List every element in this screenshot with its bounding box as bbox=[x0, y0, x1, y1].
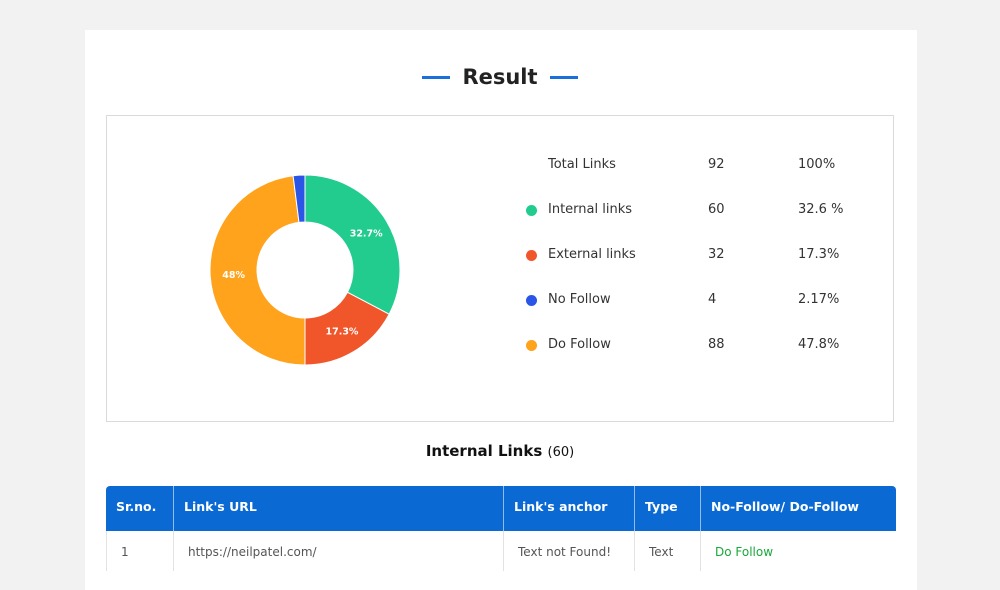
section-title-text: Internal Links bbox=[425, 442, 543, 460]
internal-links-title: Internal Links (60) bbox=[0, 442, 1000, 460]
cell-anchor: Text not Found! bbox=[503, 531, 634, 571]
stats-count: 92 bbox=[708, 157, 725, 172]
stats-count: 4 bbox=[708, 292, 717, 307]
donut-data-label: 48% bbox=[222, 270, 245, 281]
cell-type: Text bbox=[634, 531, 700, 571]
heading-dash-right bbox=[549, 75, 578, 79]
stats-percent: 32.6 % bbox=[798, 202, 844, 217]
column-header-url[interactable]: Link's URL bbox=[173, 486, 503, 531]
stats-count: 88 bbox=[708, 337, 725, 352]
stats-percent: 100% bbox=[798, 157, 836, 172]
column-header-type[interactable]: Type bbox=[634, 486, 700, 531]
donut-slice-internal-links bbox=[304, 175, 400, 315]
cell-srno: 1 bbox=[106, 531, 173, 571]
stats-percent: 2.17% bbox=[798, 292, 840, 307]
legend-dot-icon bbox=[526, 250, 537, 261]
cell-follow: Do Follow bbox=[700, 531, 896, 571]
stats-label: Total Links bbox=[548, 157, 616, 172]
table-header: Sr.no. Link's URL Link's anchor text Typ… bbox=[106, 486, 896, 555]
cell-url[interactable]: https://neilpatel.com/ bbox=[173, 531, 503, 571]
legend-dot-icon bbox=[526, 295, 537, 306]
stats-count: 32 bbox=[708, 247, 725, 262]
table-row: 1 https://neilpatel.com/ Text not Found!… bbox=[106, 531, 896, 571]
legend-dot-icon bbox=[526, 340, 537, 351]
column-header-follow[interactable]: No-Follow/ Do-Follow bbox=[700, 486, 896, 531]
stats-label: Internal links bbox=[548, 202, 632, 217]
column-header-srno[interactable]: Sr.no. bbox=[116, 499, 157, 514]
internal-links-table: Sr.no. Link's URL Link's anchor text Typ… bbox=[106, 486, 896, 571]
stats-row-external: External links 32 17.3% bbox=[520, 245, 880, 265]
stats-count: 60 bbox=[708, 202, 725, 217]
stats-row-internal: Internal links 60 32.6 % bbox=[520, 200, 880, 220]
donut-data-label: 17.3% bbox=[325, 327, 358, 338]
result-heading: Result bbox=[0, 65, 1000, 89]
stats-row-dofollow: Do Follow 88 47.8% bbox=[520, 335, 880, 355]
stats-percent: 47.8% bbox=[798, 337, 840, 352]
stats-percent: 17.3% bbox=[798, 247, 840, 262]
donut-slice-no-follow bbox=[292, 175, 306, 223]
links-donut-chart: 32.7% 17.3% 48% bbox=[210, 175, 400, 365]
donut-slice-do-follow bbox=[210, 175, 306, 365]
column-header-anchor[interactable]: Link's anchor text bbox=[503, 486, 634, 555]
stats-label: Do Follow bbox=[548, 337, 611, 352]
stats-label: No Follow bbox=[548, 292, 611, 307]
donut-data-label: 32.7% bbox=[350, 229, 383, 240]
stats-label: External links bbox=[548, 247, 636, 262]
legend-dot-icon bbox=[526, 205, 537, 216]
page-title: Result bbox=[462, 65, 538, 89]
heading-dash-left bbox=[422, 75, 451, 79]
stats-row-total: Total Links 92 100% bbox=[520, 155, 880, 175]
stats-row-nofollow: No Follow 4 2.17% bbox=[520, 290, 880, 310]
section-title-count: (60) bbox=[547, 445, 575, 460]
